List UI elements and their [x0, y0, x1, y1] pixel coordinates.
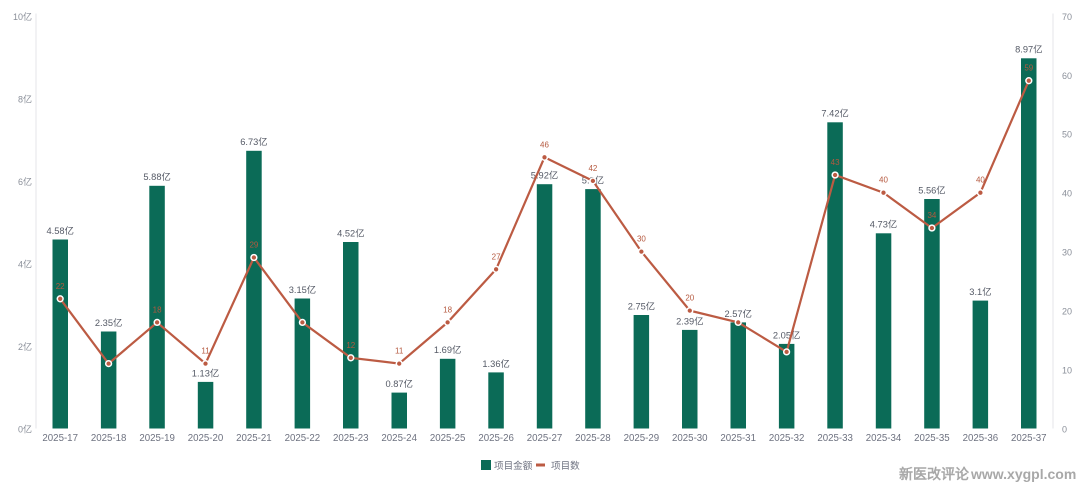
svg-text:1.13亿: 1.13亿 [192, 367, 219, 378]
svg-text:30: 30 [637, 235, 646, 244]
svg-text:2.75亿: 2.75亿 [628, 300, 655, 311]
svg-text:0: 0 [1062, 425, 1067, 435]
svg-text:2.39亿: 2.39亿 [676, 315, 703, 326]
svg-text:18: 18 [153, 305, 162, 314]
svg-text:2025-27: 2025-27 [527, 433, 563, 444]
svg-text:6亿: 6亿 [18, 176, 32, 187]
svg-text:20: 20 [685, 294, 694, 303]
svg-text:10亿: 10亿 [13, 11, 32, 22]
svg-text:4.58亿: 4.58亿 [46, 225, 73, 236]
svg-text:2.35亿: 2.35亿 [95, 317, 122, 328]
svg-text:22: 22 [56, 282, 65, 291]
svg-text:2025-23: 2025-23 [333, 433, 369, 444]
svg-text:8.97亿: 8.97亿 [1015, 44, 1042, 55]
svg-text:2025-22: 2025-22 [285, 433, 321, 444]
svg-text:2025-21: 2025-21 [236, 433, 272, 444]
svg-text:2025-19: 2025-19 [139, 433, 175, 444]
svg-text:2025-25: 2025-25 [430, 433, 466, 444]
svg-text:4.73亿: 4.73亿 [870, 219, 897, 230]
svg-text:70: 70 [1062, 12, 1072, 22]
svg-text:2025-34: 2025-34 [866, 433, 902, 444]
svg-text:2025-35: 2025-35 [914, 433, 950, 444]
svg-text:2025-32: 2025-32 [769, 433, 805, 444]
svg-text:www.xygpl.com: www.xygpl.com [970, 466, 1076, 482]
svg-text:20: 20 [1062, 307, 1072, 317]
svg-text:10: 10 [1062, 366, 1072, 376]
svg-text:3.15亿: 3.15亿 [289, 284, 316, 295]
svg-text:2025-36: 2025-36 [963, 433, 999, 444]
svg-text:5.56亿: 5.56亿 [918, 184, 945, 195]
svg-text:2025-30: 2025-30 [672, 433, 708, 444]
svg-text:4.52亿: 4.52亿 [337, 227, 364, 238]
svg-text:2025-37: 2025-37 [1011, 433, 1047, 444]
svg-text:27: 27 [492, 252, 501, 261]
svg-text:项目数: 项目数 [551, 460, 580, 472]
svg-text:项目金额: 项目金额 [494, 460, 533, 472]
svg-text:2.05亿: 2.05亿 [773, 329, 800, 340]
svg-text:30: 30 [1062, 248, 1072, 258]
svg-text:1.36亿: 1.36亿 [482, 358, 509, 369]
svg-text:2025-31: 2025-31 [720, 433, 756, 444]
svg-text:18: 18 [443, 305, 452, 314]
svg-text:11: 11 [395, 347, 404, 356]
svg-text:2025-33: 2025-33 [817, 433, 853, 444]
svg-text:40: 40 [1062, 189, 1072, 199]
svg-text:0.87亿: 0.87亿 [385, 378, 412, 389]
svg-text:50: 50 [1062, 130, 1072, 140]
svg-text:12: 12 [346, 341, 355, 350]
svg-text:6.73亿: 6.73亿 [240, 136, 267, 147]
svg-text:7.42亿: 7.42亿 [821, 108, 848, 119]
svg-text:2025-26: 2025-26 [478, 433, 514, 444]
svg-text:34: 34 [927, 211, 936, 220]
svg-text:59: 59 [1024, 64, 1033, 73]
svg-text:42: 42 [588, 164, 597, 173]
svg-text:2025-20: 2025-20 [188, 433, 224, 444]
svg-text:8亿: 8亿 [18, 93, 32, 104]
svg-text:5.88亿: 5.88亿 [143, 171, 170, 182]
svg-text:2025-29: 2025-29 [624, 433, 660, 444]
svg-text:2025-17: 2025-17 [42, 433, 78, 444]
svg-text:2025-28: 2025-28 [575, 433, 611, 444]
svg-text:29: 29 [249, 241, 258, 250]
svg-text:0亿: 0亿 [18, 424, 32, 435]
svg-text:46: 46 [540, 140, 549, 149]
svg-text:60: 60 [1062, 71, 1072, 81]
svg-text:11: 11 [201, 347, 210, 356]
svg-text:4亿: 4亿 [18, 258, 32, 269]
svg-text:新医改评论: 新医改评论 [899, 466, 970, 482]
svg-text:2亿: 2亿 [18, 341, 32, 352]
svg-text:40: 40 [879, 176, 888, 185]
svg-text:3.1亿: 3.1亿 [969, 286, 991, 297]
svg-text:40: 40 [976, 176, 985, 185]
svg-text:2025-24: 2025-24 [381, 433, 417, 444]
svg-text:43: 43 [831, 158, 840, 167]
svg-text:1.69亿: 1.69亿 [434, 344, 461, 355]
svg-text:2.57亿: 2.57亿 [724, 308, 751, 319]
svg-text:2025-18: 2025-18 [91, 433, 127, 444]
